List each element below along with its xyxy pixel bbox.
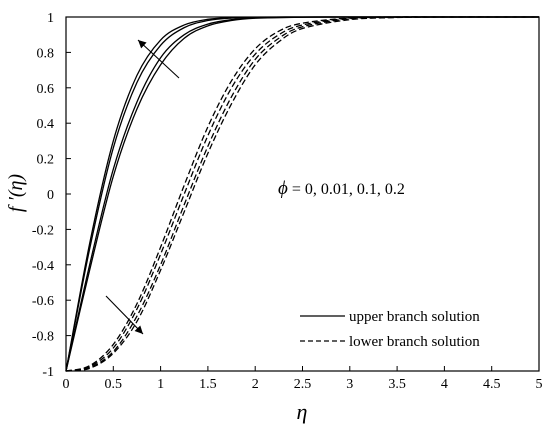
lower-branch-trend-arrow-icon	[105, 295, 144, 335]
x-tick-label: 0	[63, 377, 70, 392]
x-axis: 0 0.5 1 1.5 2 2.5 3 3.5 4 4.5 5	[63, 366, 543, 392]
y-tick-label: 0.6	[37, 82, 55, 97]
phi-values: = 0, 0.01, 0.1, 0.2	[288, 181, 405, 198]
parameter-annotation: ϕ = 0, 0.01, 0.1, 0.2	[278, 178, 405, 199]
x-tick-label: 5	[536, 377, 543, 392]
y-tick-label: 0.2	[37, 153, 55, 168]
upper-branch-trend-arrow-icon	[137, 39, 180, 79]
lower-branch-curve-1	[65, 16, 539, 372]
y-tick-label: 0.8	[37, 46, 55, 61]
lower-branch-curve-4	[65, 16, 540, 372]
lower-branch-curve-2	[65, 16, 539, 372]
y-tick-label: 1	[47, 11, 54, 26]
phi-symbol: ϕ	[278, 178, 288, 199]
y-tick-label: -0.4	[32, 259, 54, 274]
y-tick-label: 0	[47, 188, 54, 203]
legend-label-upper: upper branch solution	[349, 309, 480, 325]
y-tick-label: -0.8	[32, 330, 54, 345]
x-tick-label: 3.5	[388, 377, 406, 392]
x-tick-label: 0.5	[105, 377, 123, 392]
trend-arrows	[105, 39, 180, 335]
y-tick-label: -1	[42, 365, 54, 380]
x-tick-label: 3	[346, 377, 353, 392]
y-tick-label: -0.6	[32, 294, 54, 309]
x-tick-label: 2	[252, 377, 259, 392]
upper-branch-curve-4	[65, 16, 540, 372]
x-tick-label: 4	[441, 377, 448, 392]
x-tick-label: 4.5	[483, 377, 501, 392]
y-axis: -1 -0.8 -0.6 -0.4 -0.2 0 0.2 0.4 0.6 0.8 1	[32, 11, 71, 380]
x-tick-label: 1	[157, 377, 164, 392]
x-tick-label: 2.5	[294, 377, 312, 392]
x-tick-label: 1.5	[199, 377, 217, 392]
y-tick-label: 0.4	[37, 117, 55, 132]
y-tick-label: -0.2	[32, 223, 54, 238]
legend-label-lower: lower branch solution	[349, 334, 480, 350]
x-axis-title: η	[297, 399, 308, 424]
series-group	[65, 16, 540, 372]
y-axis-title: f ′(η)	[5, 174, 27, 213]
legend: upper branch solution lower branch solut…	[300, 309, 480, 350]
